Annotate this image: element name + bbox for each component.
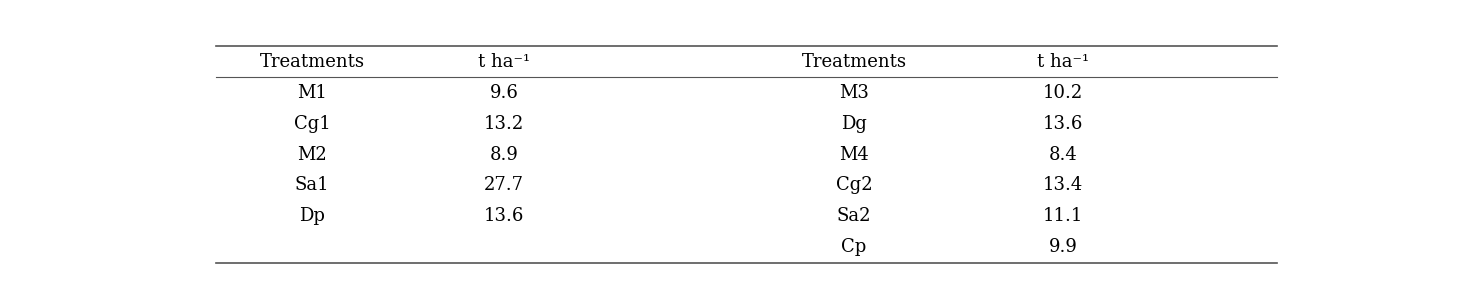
Text: M3: M3 <box>839 84 868 102</box>
Text: Sa1: Sa1 <box>294 177 329 195</box>
Text: t ha⁻¹: t ha⁻¹ <box>1037 53 1088 71</box>
Text: Cp: Cp <box>841 238 867 256</box>
Text: M2: M2 <box>297 146 326 163</box>
Text: Dp: Dp <box>299 207 325 226</box>
Text: Cg1: Cg1 <box>294 114 331 132</box>
Text: 8.9: 8.9 <box>490 146 519 163</box>
Text: 13.4: 13.4 <box>1043 177 1083 195</box>
Text: 13.2: 13.2 <box>484 114 525 132</box>
Text: 13.6: 13.6 <box>484 207 525 226</box>
Text: t ha⁻¹: t ha⁻¹ <box>478 53 530 71</box>
Text: M1: M1 <box>297 84 326 102</box>
Text: 11.1: 11.1 <box>1043 207 1083 226</box>
Text: 9.6: 9.6 <box>490 84 519 102</box>
Text: 27.7: 27.7 <box>484 177 525 195</box>
Text: Dg: Dg <box>841 114 867 132</box>
Text: 8.4: 8.4 <box>1049 146 1077 163</box>
Text: Cg2: Cg2 <box>836 177 873 195</box>
Text: Treatments: Treatments <box>801 53 906 71</box>
Text: Treatments: Treatments <box>259 53 364 71</box>
Text: 9.9: 9.9 <box>1049 238 1077 256</box>
Text: 10.2: 10.2 <box>1043 84 1083 102</box>
Text: M4: M4 <box>839 146 868 163</box>
Text: 13.6: 13.6 <box>1043 114 1083 132</box>
Text: Sa2: Sa2 <box>836 207 871 226</box>
